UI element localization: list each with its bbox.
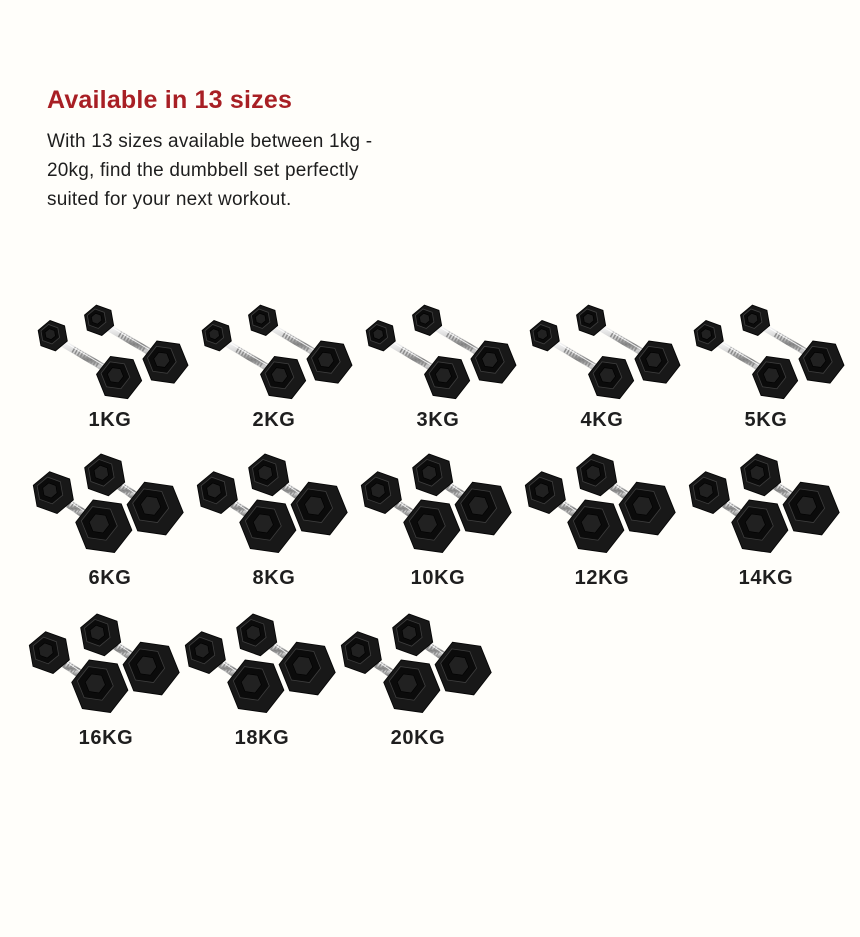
section-header: Available in 13 sizes With 13 sizes avai…	[47, 86, 860, 214]
dumbbell-pair-image	[517, 449, 687, 561]
weight-item: 4KG	[520, 303, 684, 433]
dumbbell-pair-image	[189, 449, 359, 561]
dumbbell-pair-image	[191, 303, 357, 403]
weight-item: 3KG	[356, 303, 520, 433]
weights-grid: 1KG 2KG 3KG 4KG 5KG 6KG	[0, 303, 860, 751]
weight-item: 1KG	[28, 303, 192, 433]
weight-item: 20KG	[340, 609, 496, 751]
dumbbell-pair-image	[177, 609, 347, 721]
dumbbell-pair-image	[21, 609, 191, 721]
weight-label: 3KG	[416, 408, 460, 431]
dumbbell-pair-image	[519, 303, 685, 403]
dumbbell-pair-image	[355, 303, 521, 403]
dumbbell-pair-image	[681, 449, 851, 561]
dumbbell-pair-image	[333, 609, 503, 721]
weights-row-3: 16KG 18KG 20KG	[0, 609, 860, 751]
weight-item: 8KG	[192, 449, 356, 591]
weight-label: 2KG	[252, 408, 296, 431]
weight-item: 12KG	[520, 449, 684, 591]
weight-item: 14KG	[684, 449, 848, 591]
weights-row-2: 6KG 8KG 10KG 12KG 14KG	[0, 449, 860, 591]
dumbbell-pair-image	[25, 449, 195, 561]
product-feature-section: Available in 13 sizes With 13 sizes avai…	[0, 86, 860, 937]
weight-item: 5KG	[684, 303, 848, 433]
weight-item: 6KG	[28, 449, 192, 591]
weights-row-1: 1KG 2KG 3KG 4KG 5KG	[0, 303, 860, 433]
weight-label: 1KG	[88, 408, 132, 431]
weight-item: 2KG	[192, 303, 356, 433]
dumbbell-pair-image	[27, 303, 193, 403]
section-title: Available in 13 sizes	[47, 86, 293, 114]
dumbbell-pair-image	[353, 449, 523, 561]
weight-label: 8KG	[252, 566, 296, 589]
weight-item: 10KG	[356, 449, 520, 591]
weight-label: 16KG	[78, 726, 134, 749]
weight-label: 14KG	[738, 566, 794, 589]
section-description: With 13 sizes available between 1kg - 20…	[47, 130, 373, 210]
weight-label: 12KG	[574, 566, 630, 589]
weight-label: 10KG	[410, 566, 466, 589]
weight-label: 4KG	[580, 408, 624, 431]
weight-label: 6KG	[88, 566, 132, 589]
weight-label: 20KG	[390, 726, 446, 749]
dumbbell-pair-image	[683, 303, 849, 403]
weight-label: 5KG	[744, 408, 788, 431]
weight-item: 18KG	[184, 609, 340, 751]
weight-item: 16KG	[28, 609, 184, 751]
weight-label: 18KG	[234, 726, 290, 749]
